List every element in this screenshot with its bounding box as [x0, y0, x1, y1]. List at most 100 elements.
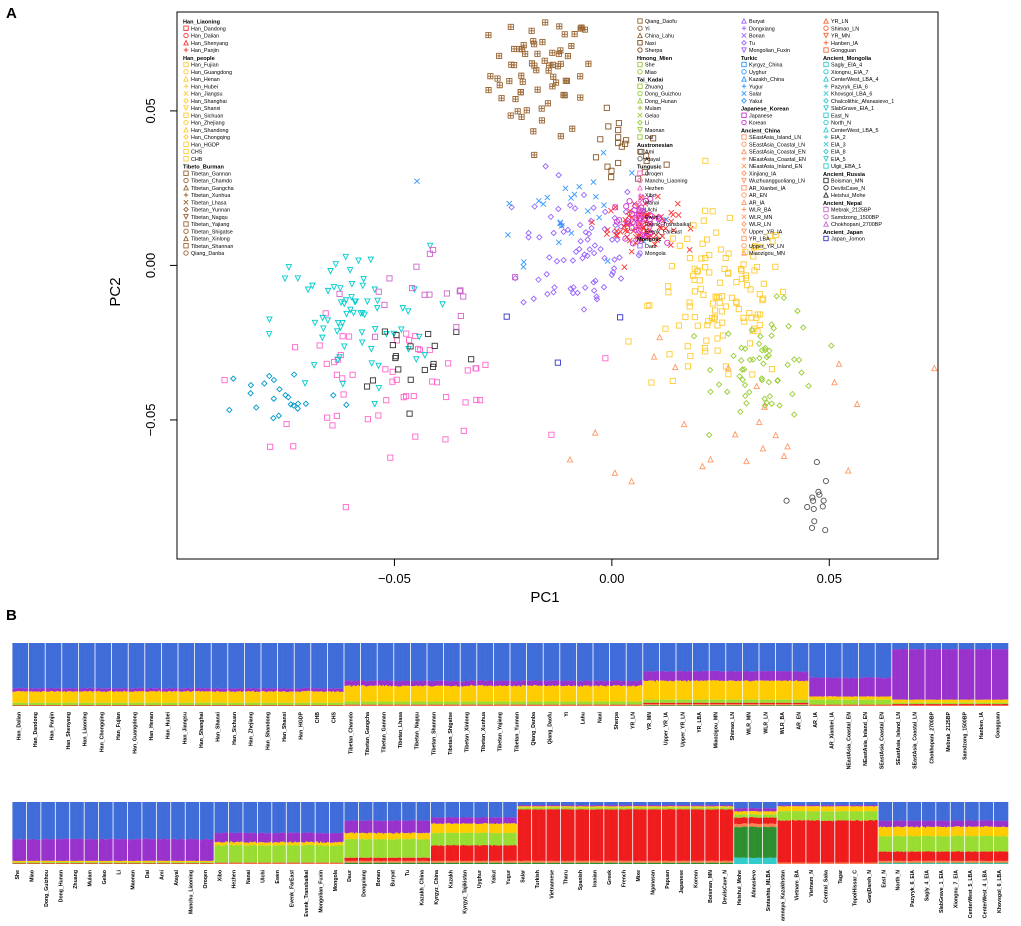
data-point [521, 264, 526, 269]
data-point [667, 352, 672, 357]
data-point [305, 287, 310, 292]
data-point [657, 335, 662, 340]
data-point [601, 285, 606, 290]
legend-label: Han_Shanghai [191, 99, 227, 105]
population-label: Han_Shanghai [199, 711, 205, 748]
data-point [432, 343, 437, 348]
legend-label: Tibetan_Shigatse [191, 229, 233, 235]
data-point [624, 204, 629, 209]
data-point [351, 310, 356, 315]
data-point [601, 203, 606, 208]
data-point [675, 201, 680, 206]
data-point [321, 326, 326, 331]
data-point [785, 362, 790, 367]
data-point [616, 140, 621, 145]
legend-marker [824, 157, 828, 161]
legend-label: SEastAsia_Coastal_LN [749, 142, 805, 148]
data-point [551, 230, 556, 235]
data-point [666, 284, 671, 289]
data-point [629, 170, 634, 175]
data-point [539, 106, 544, 111]
data-point [550, 50, 555, 55]
data-point [687, 247, 692, 252]
data-point [655, 194, 660, 199]
data-point [578, 95, 583, 100]
population-label: Han_Chongqing [99, 712, 105, 752]
data-point [703, 265, 708, 270]
legend-marker [824, 186, 828, 190]
legend-marker [824, 62, 828, 66]
data-point [368, 257, 373, 262]
y-tick-label: 0.00 [143, 253, 158, 278]
data-point [591, 179, 596, 184]
data-point [736, 307, 741, 312]
data-point [444, 394, 449, 399]
data-point [267, 332, 272, 337]
data-point [340, 376, 345, 381]
data-point [461, 294, 466, 299]
data-point [707, 367, 712, 372]
data-point [546, 68, 551, 73]
data-point [370, 378, 375, 383]
legend-marker [184, 77, 188, 81]
data-point [744, 401, 749, 406]
data-point [570, 126, 575, 131]
data-point [785, 444, 790, 449]
legend-label: Pazyryk_EIA_6 [831, 84, 868, 90]
data-point [669, 264, 674, 269]
data-point [541, 201, 546, 206]
legend-label: Han_Jiangsu [191, 92, 222, 98]
data-point [406, 309, 411, 314]
data-point [792, 357, 797, 362]
legend-marker [184, 33, 188, 37]
data-point [609, 175, 614, 180]
population-label: Tibetan_Lhasa [398, 712, 404, 748]
population-label: Qiang_Danba [531, 712, 537, 746]
data-point [349, 281, 354, 286]
legend-marker [184, 157, 188, 161]
legend-label: Xiongnu_EIA_7 [831, 70, 868, 76]
data-point [347, 268, 352, 273]
legend-marker [184, 120, 188, 124]
legend-label: EIA_5 [831, 157, 846, 163]
legend-label: Mebrak_2125BP [831, 208, 872, 214]
data-point [726, 331, 731, 336]
legend-label: WLR_LN [749, 222, 771, 228]
data-point [267, 444, 272, 449]
legend-label: Han_Shandong [191, 128, 228, 134]
data-point [581, 307, 586, 312]
legend-label: YR_LN [831, 19, 848, 25]
data-point [513, 97, 518, 102]
x-tick-label: −0.05 [378, 571, 411, 586]
legend-label: Khovsgol_LBA_6 [831, 92, 872, 98]
data-point [780, 289, 785, 294]
data-point [670, 212, 675, 217]
legend-marker [824, 178, 828, 182]
data-point [508, 24, 513, 29]
data-point [267, 317, 272, 322]
legend-group-title: Japanese_Korean [741, 107, 789, 113]
legend-marker [638, 120, 642, 124]
data-point [821, 498, 826, 503]
data-point [781, 453, 786, 458]
population-label: AR_Xianbei_IA [830, 712, 836, 749]
legend-marker [184, 178, 188, 182]
legend-label: Tibetan_Shannan [191, 244, 233, 250]
population-label: Tibetan_Yajiang [498, 712, 504, 751]
data-point [536, 277, 541, 282]
legend-label: CHB [191, 157, 203, 163]
data-point [507, 201, 512, 206]
data-point [295, 406, 300, 411]
data-point [549, 432, 554, 437]
data-point [340, 334, 345, 339]
data-point [799, 370, 804, 375]
legend-marker [184, 200, 188, 204]
population-label: Tibetan_Yunnan [514, 712, 520, 752]
population-label: Qiang_Daofu [548, 712, 554, 744]
data-point [532, 152, 537, 157]
data-point [413, 434, 418, 439]
data-point [701, 218, 706, 223]
data-point [422, 367, 427, 372]
data-point [271, 396, 276, 401]
